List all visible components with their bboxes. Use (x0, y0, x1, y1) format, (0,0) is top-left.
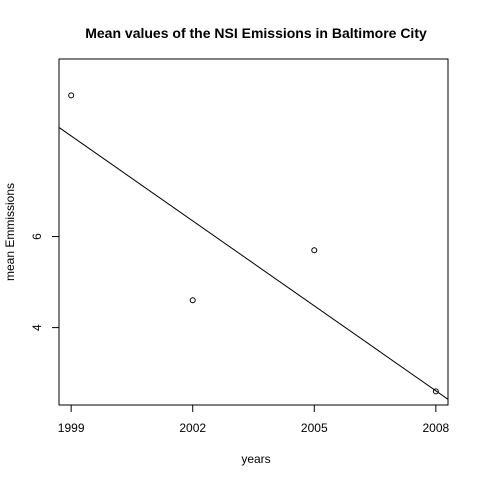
x-tick-label: 2008 (422, 421, 449, 435)
x-tick-label: 2005 (301, 421, 328, 435)
data-point (311, 247, 318, 254)
x-tick-label: 1999 (58, 421, 85, 435)
data-points (68, 92, 439, 395)
y-axis: 46 (30, 233, 60, 331)
y-axis-label: mean Emmissions (3, 183, 17, 281)
y-tick-label: 6 (30, 233, 44, 240)
data-point (68, 92, 75, 99)
data-point (189, 297, 196, 304)
x-axis: 1999 2002 2005 2008 (58, 404, 450, 435)
plot-frame (58, 58, 449, 406)
regression-line (58, 127, 449, 400)
x-axis-label: years (241, 452, 270, 466)
x-tick-label: 2002 (179, 421, 206, 435)
y-tick-label: 4 (30, 324, 44, 331)
chart-title: Mean values of the NSI Emissions in Balt… (85, 25, 427, 41)
data-point (432, 388, 439, 395)
